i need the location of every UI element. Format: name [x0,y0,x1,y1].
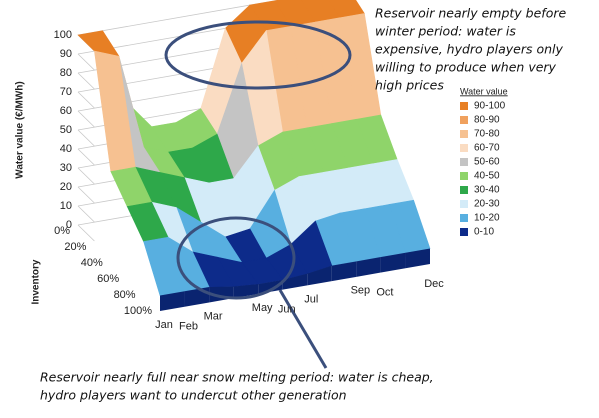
z-tick-label: 100 [54,29,72,41]
z-tick-label: 80 [60,67,72,79]
grid-line [77,91,95,109]
z-tick-label: 40 [60,143,72,155]
surface-front [160,291,185,311]
grid-line [77,167,95,185]
surface-front [307,265,332,286]
x-tick-label: Jul [304,293,318,305]
x-tick-label: Mar [204,310,223,322]
y-tick-label: 60% [97,273,119,285]
surface-front [331,261,357,282]
grid-line [77,129,95,147]
surface-front [282,273,308,290]
legend-label: 60-70 [474,143,500,154]
legend-label: 30-40 [474,185,500,196]
legend-swatch [460,102,468,110]
legend-label: 80-90 [474,115,500,126]
surface-plot [77,0,431,311]
z-tick-label: 90 [60,48,72,60]
z-tick-label: 70 [60,86,72,98]
annotation: hydro players want to undercut other gen… [40,388,347,403]
legend-label: 0-10 [474,227,494,238]
legend-title: Water value [460,86,508,96]
z-tick-label: 0 [66,219,72,231]
legend-swatch [460,214,468,222]
legend-swatch [460,200,468,208]
legend-swatch [460,172,468,180]
y-tick-label: 20% [64,241,86,253]
legend-swatch [460,130,468,138]
legend-label: 10-20 [474,213,500,224]
arrow [278,289,328,369]
surface-front [380,252,406,273]
legend-swatch [460,144,468,152]
annotation: winter period: water is [375,24,516,39]
annotation: willing to produce when very [375,60,557,75]
z-tick-label: 10 [60,200,72,212]
z-tick-label: 50 [60,124,72,136]
annotation: Reservoir nearly empty before [375,6,566,21]
legend-swatch [460,158,468,166]
annotation: Reservoir nearly full near snow melting … [40,370,434,385]
x-tick-label: May [252,302,273,314]
x-tick-label: Jun [278,304,296,316]
annotation: high prices [375,78,444,93]
z-axis-title: Water value (€/MWh) [15,81,26,178]
grid-line [77,205,95,223]
x-tick-label: Jan [155,319,173,331]
surface-front [233,284,259,299]
legend-swatch [460,186,468,194]
y-axis-title: Inventory [31,259,42,304]
x-tick-label: Oct [376,286,393,298]
x-tick-label: Feb [179,321,198,333]
z-tick-label: 30 [60,162,72,174]
z-tick-label: 20 [60,181,72,193]
highlight-ellipse [176,216,296,300]
x-tick-label: Dec [424,278,444,290]
legend-label: 40-50 [474,171,500,182]
grid-line [77,224,95,242]
z-tick-label: 60 [60,105,72,117]
surface-front [356,257,381,277]
x-tick-label: Sep [351,285,371,297]
legend-swatch [460,116,468,124]
legend-label: 20-30 [474,199,500,210]
grid-line [77,148,95,166]
highlight-ellipse [164,20,352,90]
y-tick-label: 40% [81,257,103,269]
grid-line [77,72,95,90]
surface-front [405,248,430,269]
y-tick-label: 80% [114,289,136,301]
grid-line [77,186,95,204]
y-tick-label: 100% [124,305,152,317]
surface-front [258,279,283,294]
legend-label: 50-60 [474,157,500,168]
legend-label: 70-80 [474,129,500,140]
grid-line [77,0,282,36]
y-tick-label: 0% [54,225,70,237]
grid-line [77,53,95,71]
legend-label: 90-100 [474,101,506,112]
legend-swatch [460,228,468,236]
annotation: expensive, hydro players only [375,42,563,57]
grid-line [77,110,95,128]
